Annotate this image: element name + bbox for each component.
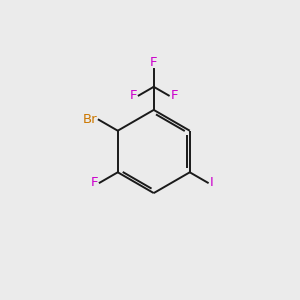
Text: F: F	[150, 56, 158, 69]
Text: Br: Br	[82, 113, 97, 126]
Text: F: F	[129, 89, 137, 102]
Text: F: F	[90, 176, 98, 189]
Text: F: F	[171, 89, 178, 102]
Text: I: I	[210, 176, 213, 189]
